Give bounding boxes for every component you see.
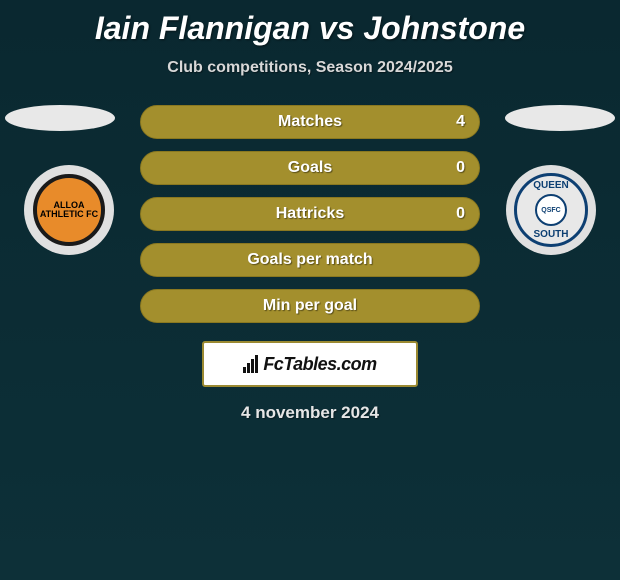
stat-label: Goals per match [247, 251, 372, 269]
brand-text: FcTables.com [263, 354, 376, 375]
right-team-badge-inner: QUEEN QSFC SOUTH [514, 173, 588, 247]
stat-label: Min per goal [263, 297, 357, 315]
right-badge-text-bottom: SOUTH [534, 229, 569, 240]
date-label: 4 november 2024 [0, 403, 620, 423]
stat-row-matches: Matches 4 [140, 105, 480, 139]
stat-row-hattricks: Hattricks 0 [140, 197, 480, 231]
right-oval-decoration [505, 105, 615, 131]
page-title: Iain Flannigan vs Johnstone [0, 0, 620, 47]
left-team-badge: ALLOA ATHLETIC FC [24, 165, 114, 255]
stat-row-min-per-goal: Min per goal [140, 289, 480, 323]
stat-label: Hattricks [276, 205, 344, 223]
brand-box: FcTables.com [202, 341, 418, 387]
comparison-panel: ALLOA ATHLETIC FC QUEEN QSFC SOUTH Match… [0, 105, 620, 423]
stat-value: 0 [456, 205, 465, 223]
left-oval-decoration [5, 105, 115, 131]
stat-value: 0 [456, 159, 465, 177]
right-badge-center: QSFC [535, 194, 567, 226]
stat-label: Goals [288, 159, 332, 177]
stats-list: Matches 4 Goals 0 Hattricks 0 Goals per … [140, 105, 480, 323]
right-badge-text-top: QUEEN [533, 180, 569, 191]
stat-row-goals-per-match: Goals per match [140, 243, 480, 277]
left-team-badge-inner: ALLOA ATHLETIC FC [33, 174, 105, 246]
right-team-badge: QUEEN QSFC SOUTH [506, 165, 596, 255]
stat-row-goals: Goals 0 [140, 151, 480, 185]
stat-value: 4 [456, 113, 465, 131]
chart-icon [243, 355, 258, 373]
subtitle: Club competitions, Season 2024/2025 [0, 59, 620, 77]
stat-label: Matches [278, 113, 342, 131]
